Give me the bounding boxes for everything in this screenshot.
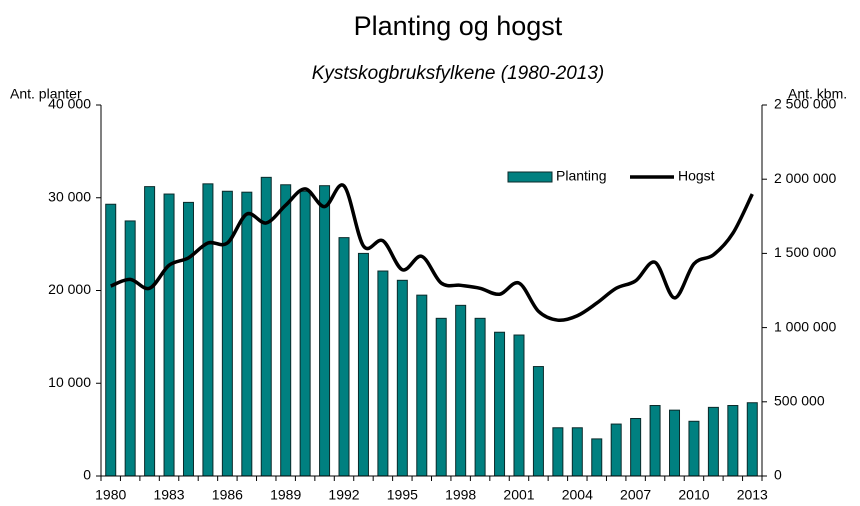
y2-tick-label: 0 <box>774 467 782 483</box>
x-tick-label: 2001 <box>503 487 534 503</box>
line <box>110 183 754 323</box>
y2-tick-label: 2 500 000 <box>774 96 836 112</box>
y-tick-label: 10 000 <box>48 374 91 390</box>
x-tick-label: 2007 <box>620 487 651 503</box>
bar <box>319 185 331 477</box>
bar <box>377 270 389 477</box>
bar <box>552 427 564 477</box>
bar <box>299 190 311 477</box>
bar <box>746 402 758 477</box>
bar <box>435 317 447 477</box>
y2-tick-label: 1 000 000 <box>774 318 836 334</box>
y-axis-title: Ant. planter <box>10 86 82 102</box>
y2-tick-label: 1 500 000 <box>774 244 836 260</box>
chart-title: Planting og hogst <box>354 11 563 41</box>
bar <box>630 417 642 477</box>
bar <box>455 304 467 477</box>
x-tick-label: 2010 <box>678 487 709 503</box>
bar <box>474 317 486 477</box>
x-tick-label: 1998 <box>445 487 476 503</box>
y-tick-label: 30 000 <box>48 188 91 204</box>
bar <box>591 438 603 477</box>
bar <box>532 366 544 477</box>
bar <box>513 334 525 477</box>
x-tick-label: 1983 <box>153 487 184 503</box>
y2-tick-label: 2 000 000 <box>774 170 836 186</box>
bar <box>144 186 156 477</box>
bar <box>610 423 622 477</box>
bar <box>241 191 253 477</box>
bar <box>105 203 117 477</box>
y-tick-label: 0 <box>83 467 91 483</box>
bar <box>571 427 583 477</box>
x-tick-label: 1992 <box>328 487 359 503</box>
bar <box>396 279 408 477</box>
y-tick-label: 20 000 <box>48 281 91 297</box>
bar <box>727 405 739 477</box>
x-tick-label: 1980 <box>95 487 126 503</box>
legend-swatch <box>507 171 553 183</box>
bar <box>494 331 506 477</box>
bar <box>202 183 214 477</box>
bar <box>669 409 681 477</box>
chart-subtitle: Kystskogbruksfylkene (1980-2013) <box>312 63 605 84</box>
bar <box>280 184 292 477</box>
bar <box>416 294 428 477</box>
bar <box>221 190 233 477</box>
y2-tick-label: 500 000 <box>774 393 825 409</box>
x-tick-label: 2013 <box>737 487 768 503</box>
bar <box>124 220 136 477</box>
y2-axis-title: Ant. kbm. <box>788 86 847 102</box>
x-tick-label: 1995 <box>387 487 418 503</box>
x-tick-label: 2004 <box>562 487 593 503</box>
bar <box>163 193 175 477</box>
bar <box>182 201 194 477</box>
bar <box>357 252 369 477</box>
legend-label: Planting <box>556 168 607 184</box>
x-tick-label: 1986 <box>212 487 243 503</box>
bar <box>707 406 719 477</box>
x-tick-label: 1989 <box>270 487 301 503</box>
bar <box>649 405 661 477</box>
y-tick-label: 40 000 <box>48 96 91 112</box>
bar <box>338 237 350 477</box>
legend-label: Hogst <box>678 168 715 184</box>
bar <box>688 420 700 477</box>
